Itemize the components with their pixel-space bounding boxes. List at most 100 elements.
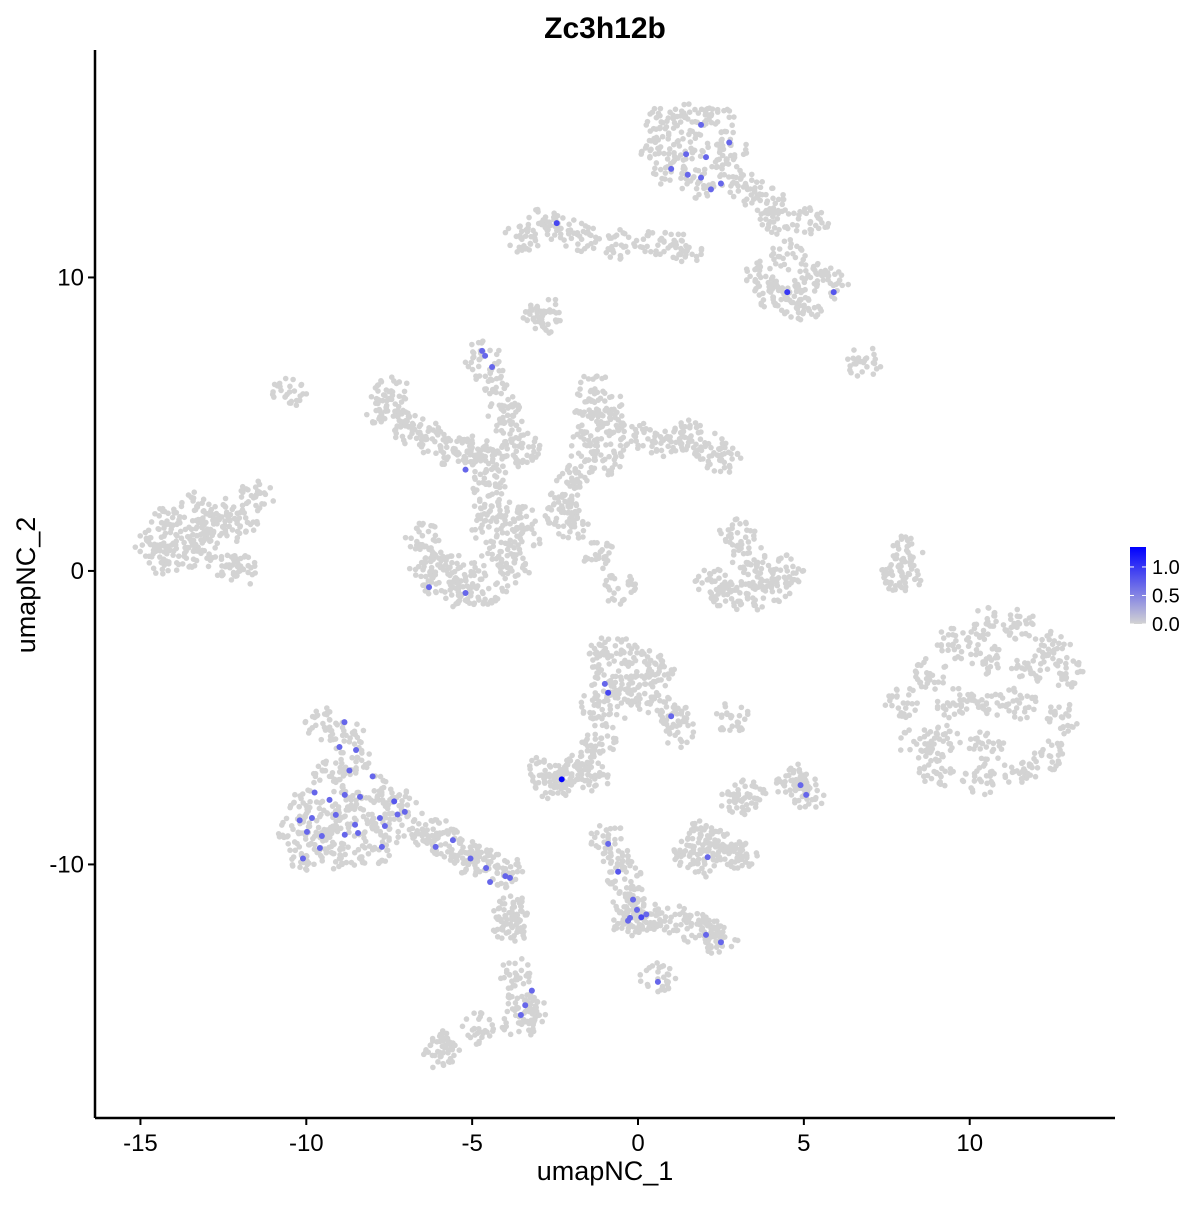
cell-point	[1031, 755, 1037, 762]
cell-point	[517, 232, 523, 239]
cell-point	[1024, 770, 1031, 777]
cell-point	[672, 975, 679, 982]
cell-point	[1050, 655, 1056, 662]
cell-point	[713, 164, 720, 171]
cell-point	[489, 1022, 496, 1028]
cell-point	[376, 416, 382, 422]
cell-point	[486, 545, 493, 552]
cell-point	[592, 722, 598, 729]
cell-point	[927, 729, 934, 735]
cell-point	[476, 356, 483, 363]
cell-point	[461, 571, 468, 578]
cell-point	[514, 249, 521, 255]
cell-point	[418, 559, 425, 566]
cell-point	[631, 587, 637, 594]
cell-point	[504, 530, 511, 537]
cell-point	[504, 1008, 511, 1015]
cell-point	[588, 830, 595, 837]
cell-point	[746, 561, 753, 567]
cell-point	[625, 928, 631, 935]
cell-point	[493, 384, 499, 391]
cell-point	[727, 189, 734, 196]
cell-point	[652, 672, 658, 678]
cell-point	[593, 556, 599, 563]
cell-point	[818, 308, 825, 314]
cell-point	[678, 258, 685, 265]
cell-point	[152, 510, 158, 517]
cell-point	[422, 821, 429, 828]
cell-point	[726, 469, 733, 475]
cell-point	[632, 581, 639, 587]
cell-point	[899, 573, 905, 579]
cell-point	[371, 788, 378, 794]
cell-point	[237, 523, 244, 529]
cell-point	[354, 721, 360, 728]
cell-point	[615, 636, 621, 642]
cell-point	[594, 412, 601, 419]
cell-point	[793, 570, 799, 576]
cell-point	[445, 1050, 451, 1056]
cell-point	[298, 382, 304, 389]
cell-point	[477, 576, 484, 583]
cell-point	[586, 781, 592, 788]
cell-point	[476, 597, 482, 603]
cell-point	[332, 859, 339, 865]
cell-point	[880, 566, 886, 573]
cell-point	[889, 702, 895, 709]
cell-point	[677, 251, 683, 257]
cell-point	[691, 173, 697, 180]
cell-point	[666, 731, 673, 737]
cell-point	[311, 779, 317, 786]
cell-point	[505, 985, 512, 991]
cell-point	[760, 297, 767, 303]
cell-point	[419, 810, 425, 817]
cell-point	[254, 507, 261, 514]
cell-point	[836, 277, 843, 283]
cell-point	[904, 700, 911, 706]
cell-point	[241, 554, 248, 560]
cell-point	[941, 782, 948, 789]
cell-point	[652, 678, 658, 685]
cell-point	[602, 582, 608, 588]
cell-point	[940, 679, 946, 686]
cell-point	[731, 548, 737, 555]
cell-point	[605, 598, 612, 604]
cell-point	[783, 564, 789, 570]
cell-point	[718, 930, 725, 936]
cell-point	[929, 672, 936, 679]
cell-point	[773, 280, 779, 287]
cell-point	[622, 686, 629, 693]
cell-point	[664, 981, 671, 988]
cell-point	[503, 560, 509, 567]
cell-point	[1061, 730, 1067, 737]
cell-point	[338, 756, 344, 763]
cell-point	[691, 147, 698, 154]
cell-point	[462, 359, 469, 366]
cell-point	[737, 544, 744, 550]
cell-point	[403, 380, 410, 387]
cell-point	[449, 1046, 456, 1053]
cell-point	[752, 185, 758, 191]
cell-point	[1039, 750, 1045, 756]
cell-point	[613, 925, 620, 931]
cell-point	[497, 507, 503, 514]
cell-point	[661, 150, 667, 157]
cell-point	[329, 769, 336, 776]
cell-point	[693, 441, 699, 448]
cell-point	[606, 453, 612, 460]
cell-point	[924, 670, 930, 676]
cell-point	[976, 764, 983, 771]
cell-point	[672, 732, 678, 739]
cell-point	[758, 565, 765, 572]
cell-point	[212, 503, 218, 510]
cell-point	[212, 554, 219, 560]
cell-point	[143, 537, 150, 544]
cell-point	[768, 229, 775, 236]
cell-point	[330, 736, 336, 743]
cell-point	[824, 224, 831, 230]
cell-point	[473, 535, 479, 541]
cell-point	[242, 515, 249, 521]
cell-point	[472, 584, 479, 590]
cell-point	[725, 161, 732, 167]
cell-point	[206, 501, 212, 508]
